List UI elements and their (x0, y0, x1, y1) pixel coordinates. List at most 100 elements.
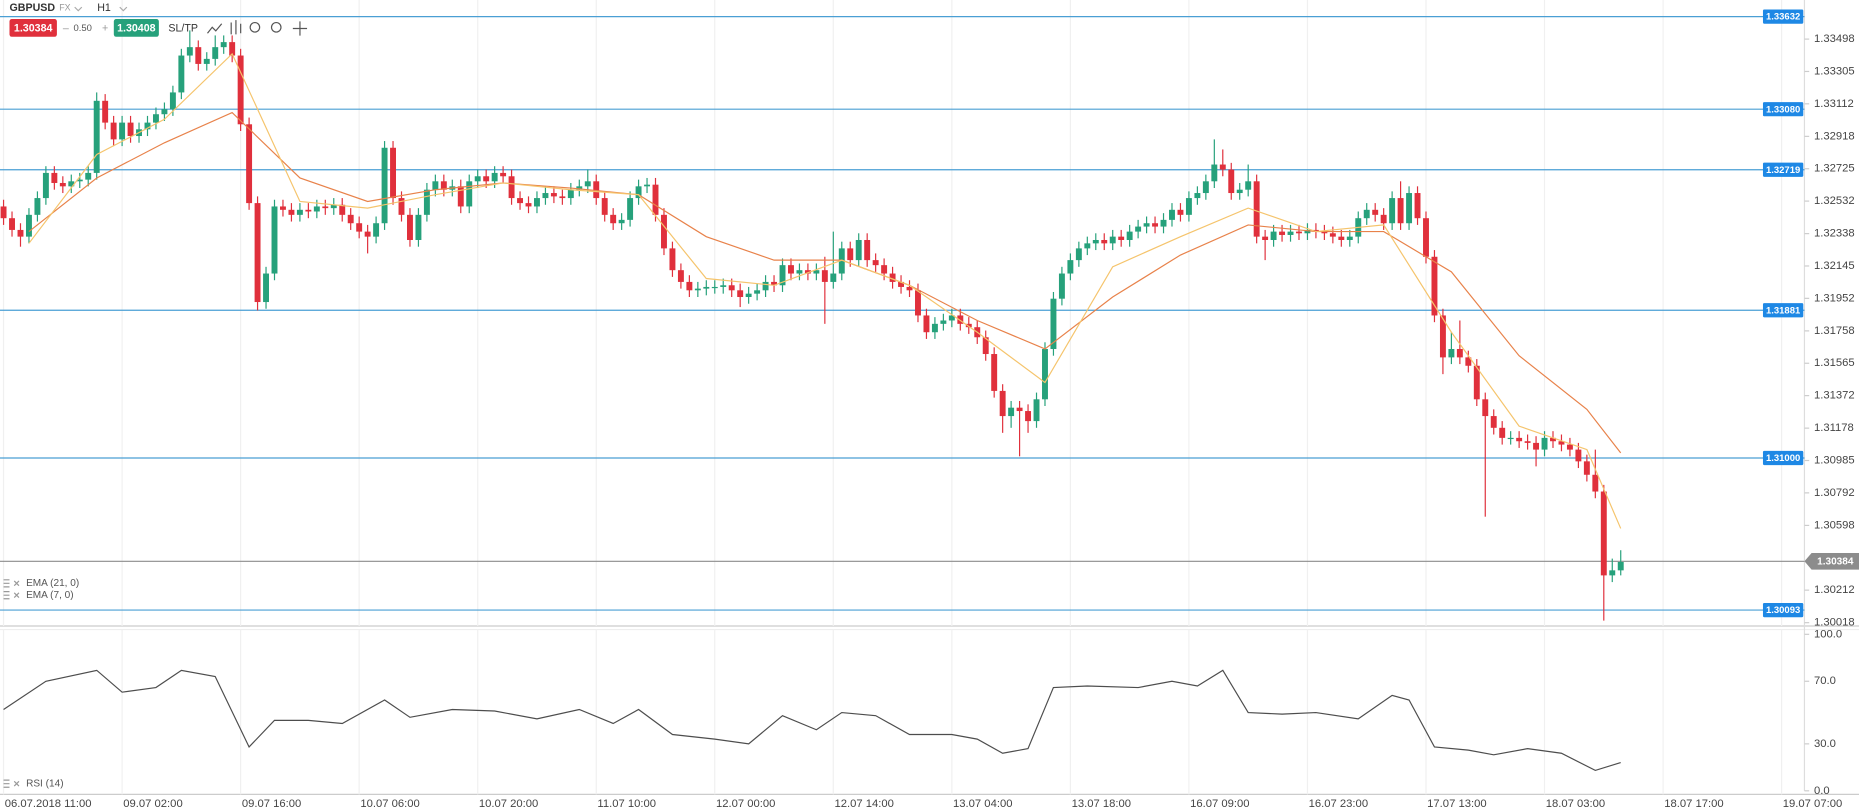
candle-body (796, 270, 803, 274)
candle-body (144, 122, 151, 130)
timeframe[interactable]: H1 (97, 2, 111, 14)
candle-body (347, 214, 354, 224)
candle-body (85, 172, 92, 180)
candle-body (1194, 193, 1201, 199)
candle-body (864, 239, 871, 261)
candle-body (313, 206, 320, 212)
candle-body (1389, 198, 1396, 224)
candle-body (466, 181, 473, 207)
candle-body (1423, 218, 1429, 257)
y-tick-label: 1.32338 (1814, 228, 1855, 240)
candle-body (119, 122, 126, 140)
candle-body (1439, 315, 1446, 358)
x-tick-label: 12.07 00:00 (716, 798, 775, 810)
y-tick-label: 1.30212 (1814, 584, 1855, 596)
candle-body (1067, 260, 1074, 274)
candle-body (1414, 193, 1421, 219)
candle-body (889, 273, 896, 282)
menu-icon[interactable] (3, 579, 10, 788)
candle-tool-icon[interactable] (230, 20, 242, 35)
sell-button[interactable] (9, 18, 57, 37)
candle-body (186, 47, 193, 56)
close-icon[interactable] (13, 580, 20, 787)
candle-body (364, 231, 371, 237)
candle-body (618, 219, 625, 224)
candle-body (271, 206, 278, 274)
candle-body (93, 100, 100, 173)
candle-body (0, 206, 7, 219)
candle-body (356, 223, 363, 232)
candle-body (1143, 223, 1150, 227)
buy-button[interactable] (113, 18, 159, 37)
candle-body (525, 203, 532, 207)
x-tick-label: 13.07 18:00 (1072, 798, 1131, 810)
candle-body (34, 198, 41, 215)
candle-body (1541, 437, 1548, 450)
candle-body (229, 42, 236, 56)
candle-body (754, 290, 761, 294)
candle-body (677, 270, 684, 282)
candle-body (821, 270, 828, 282)
zoom-out-icon[interactable] (249, 21, 261, 33)
y-tick-label: 1.30018 (1814, 617, 1855, 629)
y-tick-label: 1.31952 (1814, 292, 1855, 304)
dropdown-icon[interactable] (119, 6, 128, 12)
level-label: 1.31881 (1766, 305, 1800, 316)
candle-body (957, 315, 964, 324)
candle-body (457, 186, 464, 207)
plus[interactable]: + (102, 22, 108, 34)
candle-body (330, 204, 337, 209)
indicator-line (3, 669, 1621, 772)
candle-body (1363, 209, 1370, 219)
pan-icon[interactable] (292, 21, 308, 36)
candle-body (1118, 236, 1125, 240)
candle-body (1109, 236, 1116, 244)
candle-body (381, 147, 388, 224)
candle-body (737, 290, 744, 298)
dropdown-icon[interactable] (74, 6, 83, 12)
line-tool-icon[interactable] (207, 23, 223, 34)
candle-body (102, 100, 109, 123)
candle-body (1600, 491, 1607, 576)
candle-body (1473, 365, 1480, 400)
current-price-box (1804, 552, 1859, 570)
candle-body (906, 286, 913, 291)
candle-body (51, 172, 58, 183)
candle-body (508, 176, 515, 199)
candle-body (483, 176, 490, 182)
candle-body (491, 172, 498, 182)
candle-body (948, 315, 955, 321)
candle-body (1008, 407, 1015, 417)
y-tick-label: 0.0 (1814, 785, 1830, 797)
candle-body (669, 248, 676, 271)
candle-body (1262, 236, 1269, 240)
candle-body (999, 390, 1006, 417)
candle-body (1253, 181, 1260, 237)
candle-body (745, 293, 752, 298)
candle-body (788, 265, 794, 274)
candle-body (1304, 229, 1311, 234)
indicator-line (28, 52, 1622, 529)
market: FX (59, 3, 70, 13)
y-tick-label: 1.31178 (1814, 422, 1854, 434)
candle-body (500, 172, 507, 177)
candle-body (432, 181, 439, 190)
candle-body (1135, 226, 1142, 232)
sltp-button[interactable]: SL/TP (168, 22, 198, 34)
candle-body (652, 184, 659, 215)
candle-body (838, 248, 845, 274)
y-tick-label: 1.30985 (1814, 454, 1855, 466)
candle-body (728, 285, 735, 291)
symbol[interactable]: GBPUSD (9, 2, 55, 14)
zoom-in-icon[interactable] (270, 21, 282, 33)
x-tick-label: 18.07 03:00 (1546, 798, 1605, 810)
candle-body (923, 315, 930, 333)
candle-body (1287, 231, 1294, 235)
candle-body (254, 203, 261, 303)
minus[interactable]: – (63, 22, 69, 34)
level-label-box (1762, 303, 1804, 318)
candle-body (1507, 437, 1514, 440)
candle-body (305, 209, 312, 212)
spread[interactable]: 0.50 (74, 23, 92, 34)
toolbar: GBPUSD FX H1 1.30384 – 0.50 + 1.30408 SL… (9, 2, 308, 37)
